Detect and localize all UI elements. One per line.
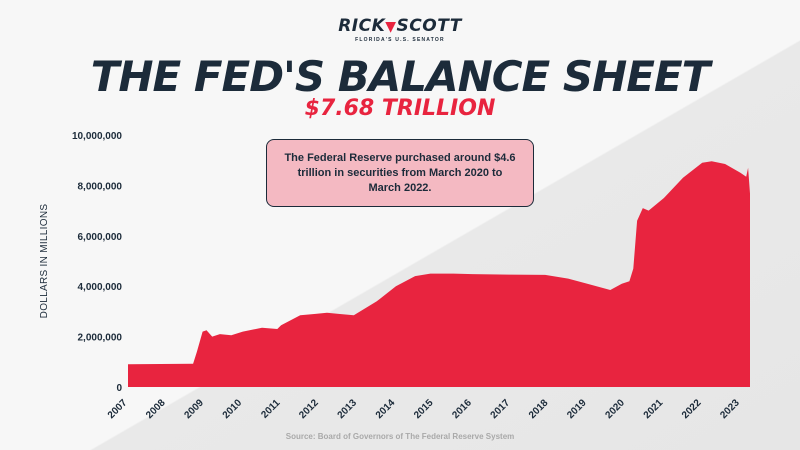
- y-tick-label: 10,000,000: [72, 131, 122, 142]
- x-tick-label: 2021: [642, 397, 666, 421]
- x-tick-label: 2019: [565, 397, 589, 421]
- x-tick-label: 2014: [374, 397, 398, 421]
- x-tick-label: 2015: [412, 397, 436, 421]
- logo-wordmark: RICK▼SCOTT: [0, 16, 800, 36]
- page-subtitle: $7.68 TRILLION: [304, 96, 496, 121]
- y-tick-label: 6,000,000: [78, 232, 123, 243]
- x-tick-label: 2010: [221, 397, 245, 421]
- x-tick-label: 2011: [259, 397, 282, 420]
- y-tick-label: 4,000,000: [78, 282, 123, 293]
- x-tick-label: 2008: [144, 397, 168, 421]
- x-tick-label: 2017: [489, 397, 513, 421]
- x-tick-label: 2012: [297, 397, 321, 421]
- source-note: Source: Board of Governors of The Federa…: [285, 432, 515, 441]
- annotation-text: The Federal Reserve purchased around $4.…: [284, 151, 516, 194]
- y-tick-label: 0: [116, 383, 122, 394]
- y-axis: 0 2,000,000 4,000,000 6,000,000 8,000,000 10,…: [72, 131, 123, 394]
- x-tick-label: 2009: [182, 397, 206, 421]
- florida-state-icon: ▼: [385, 19, 397, 35]
- x-tick-label: 2023: [718, 397, 742, 421]
- x-tick-label: 2016: [450, 397, 474, 421]
- page-title: THE FED'S BALANCE SHEET: [90, 52, 711, 101]
- x-axis: 2007 2008 2009 2010 2011 2012 2013 2014 2015 2016…: [106, 397, 742, 421]
- x-tick-label: 2013: [336, 397, 360, 421]
- y-tick-label: 8,000,000: [78, 181, 123, 192]
- balance-sheet-area: [128, 161, 750, 387]
- annotation-box: The Federal Reserve purchased around $4.…: [266, 139, 534, 207]
- logo-tagline: FLORIDA'S U.S. SENATOR: [355, 37, 445, 43]
- y-axis-title: DOLLARS IN MILLIONS: [39, 204, 50, 319]
- logo-name-first: RICK: [338, 16, 386, 36]
- x-tick-label: 2018: [527, 397, 551, 421]
- x-tick-label: 2007: [106, 397, 130, 421]
- logo: RICK▼SCOTT FLORIDA'S U.S. SENATOR: [0, 16, 800, 43]
- x-tick-label: 2022: [680, 397, 704, 421]
- x-tick-label: 2020: [603, 397, 627, 421]
- logo-name-last: SCOTT: [396, 16, 462, 36]
- y-tick-label: 2,000,000: [78, 333, 123, 344]
